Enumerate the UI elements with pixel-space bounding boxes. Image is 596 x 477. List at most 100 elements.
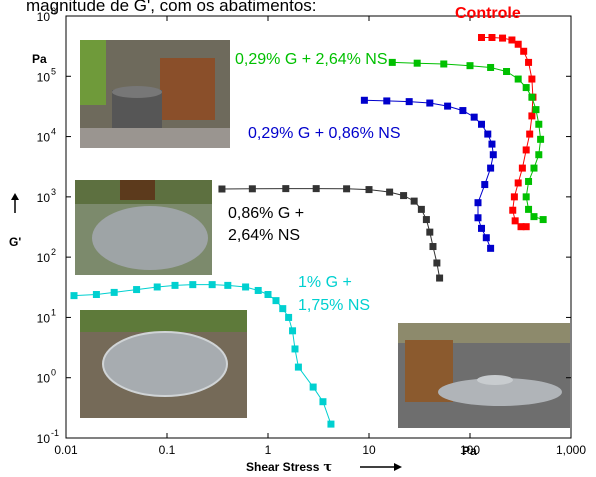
- photo-middle-left: [75, 180, 212, 275]
- y-tick-label: 10: [37, 372, 51, 386]
- series-4: [70, 281, 335, 428]
- data-point: [291, 345, 299, 353]
- data-point: [532, 106, 540, 114]
- photo-bottom-right: [398, 323, 570, 428]
- label-029g-264ns: 0,29% G + 2,64% NS: [235, 51, 388, 68]
- photo-bottom-left: [80, 310, 247, 418]
- label-086g-264ns-line1: 0,86% G +: [228, 205, 304, 222]
- data-point: [279, 305, 287, 313]
- data-point: [466, 62, 474, 70]
- data-point: [487, 164, 495, 172]
- data-point: [410, 197, 418, 205]
- y-tick-label: 10: [37, 70, 51, 84]
- data-point: [535, 151, 543, 159]
- data-point: [528, 75, 536, 83]
- x-axis-arrow: [360, 463, 402, 471]
- data-point: [522, 146, 530, 154]
- data-point: [487, 63, 495, 71]
- data-point: [319, 398, 327, 406]
- data-point: [474, 214, 482, 222]
- y-axis-label: G': [9, 235, 21, 249]
- data-point: [537, 135, 545, 143]
- y-tick-exponent: 5: [51, 66, 56, 76]
- data-point: [522, 223, 530, 231]
- data-point: [484, 130, 492, 138]
- data-point: [133, 286, 141, 294]
- data-point: [242, 283, 250, 291]
- data-point: [440, 60, 448, 68]
- data-point: [343, 185, 351, 193]
- y-tick-exponent: 2: [51, 247, 56, 257]
- data-point: [520, 47, 528, 55]
- data-point: [514, 75, 522, 83]
- data-point: [518, 164, 526, 172]
- data-point: [70, 292, 78, 300]
- data-point: [426, 228, 434, 236]
- label-1g-175ns-line2: 1,75% NS: [298, 297, 370, 314]
- data-point: [478, 120, 486, 128]
- label-029g-086ns: 0,29% G + 0,86% NS: [248, 125, 401, 142]
- data-point: [309, 383, 317, 391]
- data-point: [511, 217, 519, 225]
- series-1: [388, 58, 547, 224]
- y-unit-label: Pa: [32, 52, 47, 66]
- data-point: [171, 281, 179, 289]
- label-controle: Controle: [455, 5, 521, 22]
- data-point: [433, 259, 441, 267]
- data-point: [539, 216, 547, 224]
- data-point: [478, 33, 486, 41]
- data-point: [482, 234, 490, 242]
- data-point: [488, 33, 496, 41]
- series-layer: [70, 33, 547, 428]
- y-tick-label: 10: [37, 131, 51, 145]
- data-point: [530, 213, 538, 221]
- data-point: [517, 223, 525, 231]
- data-point: [388, 58, 396, 66]
- photo-top-left: [80, 40, 230, 148]
- y-tick-label: 10: [37, 311, 51, 325]
- data-point: [383, 97, 391, 105]
- data-point: [503, 68, 511, 76]
- y-tick-exponent: 6: [51, 6, 56, 16]
- x-tick-label: 1: [265, 443, 272, 457]
- x-axis-label: Shear Stress τ: [246, 460, 332, 475]
- data-point: [514, 179, 522, 187]
- data-point: [426, 99, 434, 107]
- x-axis: 0.01 0.1 1 10 100 1,000: [54, 16, 586, 457]
- data-point: [470, 113, 478, 121]
- data-point: [510, 193, 518, 201]
- data-point: [478, 224, 486, 232]
- series-2: [360, 96, 497, 252]
- data-point: [499, 34, 507, 42]
- data-point: [522, 193, 530, 201]
- x-tick-label: 0.01: [54, 443, 78, 457]
- data-point: [525, 58, 533, 66]
- data-point: [400, 192, 408, 200]
- data-point: [481, 181, 489, 189]
- x-tick-label: 1,000: [556, 443, 586, 457]
- data-point: [522, 84, 530, 92]
- data-point: [413, 59, 421, 67]
- data-point: [365, 186, 373, 194]
- data-point: [282, 185, 290, 193]
- data-point: [417, 205, 425, 213]
- data-point: [218, 185, 226, 193]
- x-tick-label: 100: [460, 443, 480, 457]
- data-point: [459, 107, 467, 115]
- chart-title-partial: magnitude de G', com os abatimentos:: [26, 0, 317, 15]
- y-tick-label: 10: [37, 191, 51, 205]
- y-tick-exponent: 0: [51, 368, 56, 378]
- data-point: [444, 102, 452, 110]
- data-point: [248, 185, 256, 193]
- data-point: [264, 291, 272, 299]
- y-tick-label: 10: [37, 251, 51, 265]
- data-point: [327, 420, 335, 428]
- data-point: [526, 130, 534, 138]
- label-086g-264ns-line2: 2,64% NS: [228, 227, 300, 244]
- data-point: [360, 96, 368, 104]
- data-point: [294, 363, 302, 371]
- data-point: [530, 164, 538, 172]
- data-point: [488, 140, 496, 148]
- y-axis-arrow: [11, 193, 19, 213]
